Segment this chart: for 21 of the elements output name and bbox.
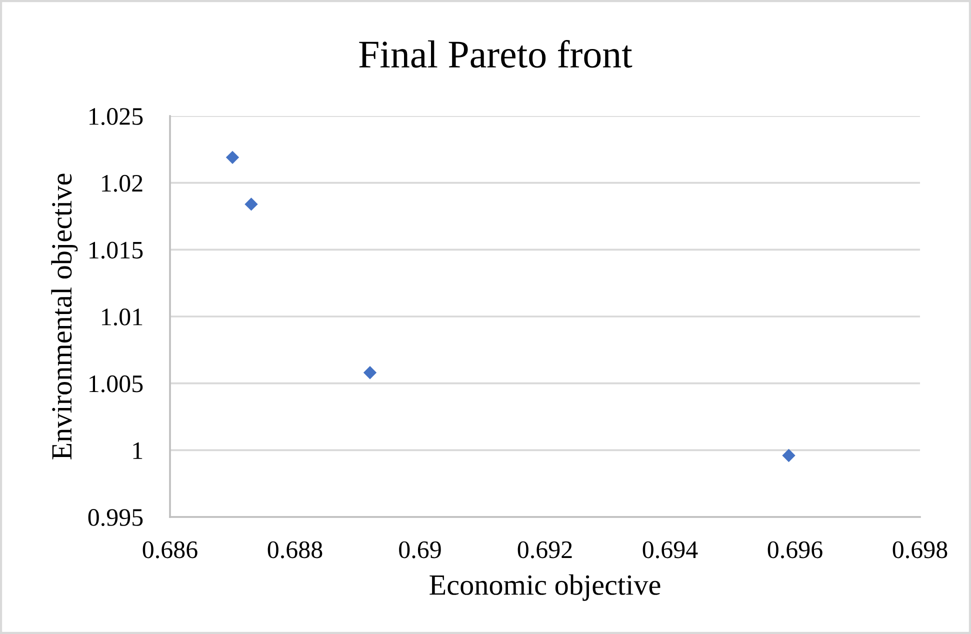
point — [226, 150, 240, 164]
point — [782, 448, 796, 462]
y-tick-label: 1.015 — [90, 242, 143, 259]
x-tick-label: 0.69 — [399, 541, 441, 558]
x-tick-label: 0.696 — [768, 541, 822, 558]
y-tick-label: 1.02 — [102, 174, 142, 192]
point — [363, 366, 377, 380]
x-tick-label: 0.698 — [892, 541, 948, 558]
y-tick-label: 1.01 — [102, 308, 142, 326]
y-axis-title: Environmental objective — [51, 174, 78, 460]
x-tick-label: 0.692 — [518, 541, 572, 558]
y-tick-label: 0.995 — [88, 509, 143, 526]
chart-title: Final Pareto front — [359, 40, 632, 68]
y-tick-label: 1 — [133, 442, 142, 459]
y-tick-label: 1.025 — [90, 108, 143, 126]
x-tick-label: 0.686 — [142, 541, 198, 558]
x-tick-label: 0.688 — [268, 541, 322, 558]
point — [244, 198, 258, 211]
x-axis-title: Economic objective — [430, 574, 660, 601]
y-tick-label: 1.005 — [90, 375, 143, 392]
x-tick-label: 0.694 — [642, 541, 698, 558]
